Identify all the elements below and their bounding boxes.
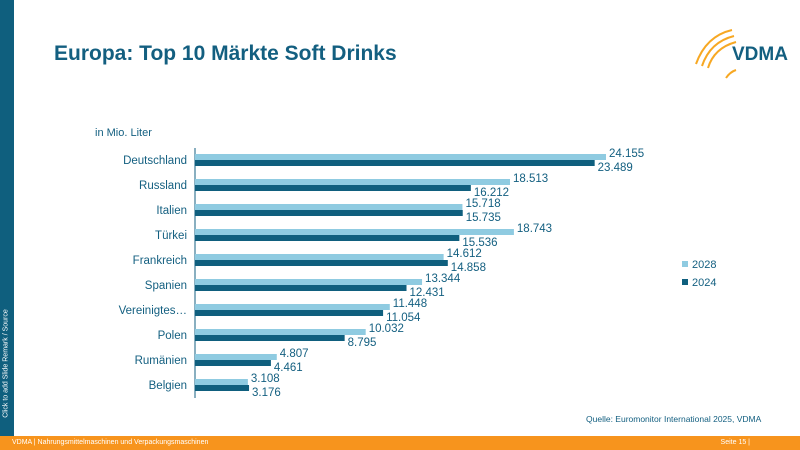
data-label: 8.795 — [348, 337, 377, 349]
bar-2024 — [195, 160, 595, 166]
bar-2024 — [195, 385, 250, 391]
category-label: Spanien — [145, 280, 187, 292]
data-label: 16.212 — [474, 187, 509, 199]
bar-2028 — [195, 329, 366, 335]
data-label: 18.513 — [513, 173, 548, 185]
bar-2028 — [195, 279, 423, 285]
vdma-logo: VDMA — [695, 29, 788, 79]
data-label: 15.735 — [466, 212, 501, 224]
bar-2028 — [195, 254, 444, 260]
category-label: Rumänien — [135, 355, 187, 367]
category-label: Deutschland — [123, 155, 187, 167]
category-label: Frankreich — [133, 255, 187, 267]
bar-2028 — [195, 354, 277, 360]
legend-label: 2024 — [692, 277, 716, 289]
data-label: 14.858 — [451, 262, 486, 274]
bar-2024 — [195, 360, 271, 366]
bar-chart: Deutschland 24.155 23.489 Russland 18.513 16.… — [119, 148, 716, 399]
legend-label: 2028 — [692, 259, 716, 271]
footer-left: VDMA | Nahrungsmittelmaschinen und Verpa… — [12, 439, 209, 446]
data-label: 3.108 — [251, 373, 280, 385]
data-label: 11.054 — [386, 312, 421, 324]
bar-2028 — [195, 204, 463, 210]
category-label: Russland — [139, 180, 187, 192]
legend-swatch-2024 — [682, 279, 688, 285]
page-title: Europa: Top 10 Märkte Soft Drinks — [54, 42, 397, 65]
bar-2028 — [195, 229, 514, 235]
bar-2028 — [195, 154, 606, 160]
page-number: Seite 15 | — [720, 439, 750, 446]
data-label: 3.176 — [252, 387, 281, 399]
bar-2024 — [195, 235, 460, 241]
unit-label: in Mio. Liter — [95, 127, 152, 139]
svg-text:VDMA: VDMA — [732, 44, 788, 65]
data-label: 13.344 — [425, 273, 461, 285]
data-label: 15.718 — [465, 198, 500, 210]
bar-2024 — [195, 335, 345, 341]
category-label: Polen — [158, 330, 187, 342]
bar-2028 — [195, 179, 511, 185]
bar-2024 — [195, 310, 384, 316]
data-label: 14.612 — [447, 248, 482, 260]
data-label: 15.536 — [462, 237, 497, 249]
data-label: 23.489 — [598, 162, 633, 174]
data-label: 11.448 — [393, 298, 427, 310]
data-label: 4.807 — [280, 348, 309, 360]
category-label: Türkei — [155, 230, 187, 242]
bar-2024 — [195, 210, 463, 216]
data-label: 12.431 — [410, 287, 445, 299]
source-note: Quelle: Euromonitor International 2025, … — [586, 414, 762, 424]
bar-2024 — [195, 260, 448, 266]
data-label: 24.155 — [609, 148, 644, 160]
category-label: Italien — [156, 205, 187, 217]
category-label: Vereinigtes… — [119, 305, 187, 317]
sidebar: Click to add Slide Remark / Source — [0, 0, 14, 436]
legend-swatch-2028 — [682, 261, 688, 267]
bar-2024 — [195, 185, 471, 191]
data-label: 10.032 — [369, 323, 404, 335]
bar-2028 — [195, 379, 248, 385]
bar-2024 — [195, 285, 407, 291]
category-label: Belgien — [149, 380, 187, 392]
data-label: 18.743 — [517, 223, 552, 235]
data-label: 4.461 — [274, 362, 303, 374]
footer: VDMA | Nahrungsmittelmaschinen und Verpa… — [0, 436, 800, 450]
bar-2028 — [195, 304, 390, 310]
